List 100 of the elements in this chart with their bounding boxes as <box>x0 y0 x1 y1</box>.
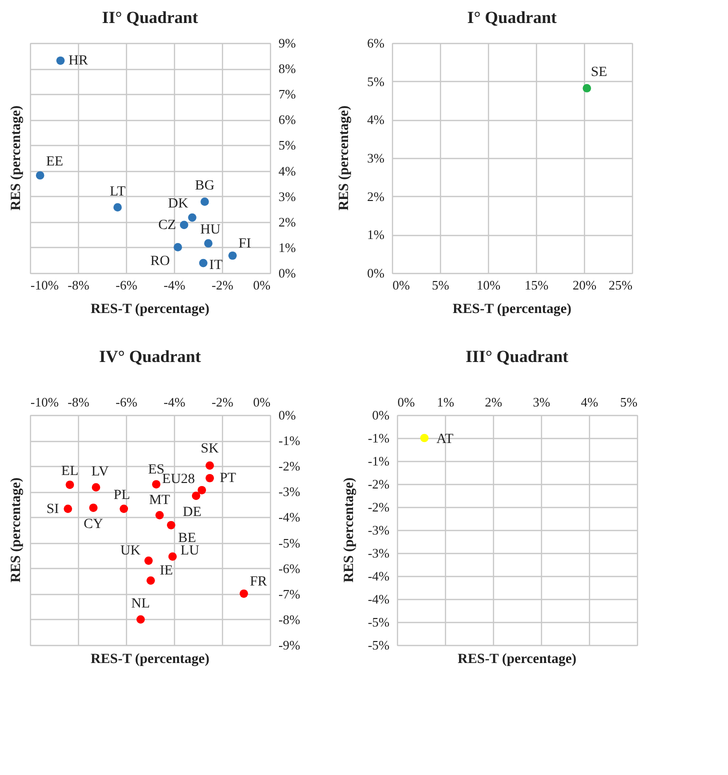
annotation: IT <box>209 258 223 274</box>
y-tick-label: -4% <box>368 568 390 584</box>
x-tick-label: -8% <box>68 394 90 410</box>
x-tick-label: 20% <box>572 278 597 292</box>
annotation: DK <box>168 196 188 212</box>
y-axis-title: RES (percentage) <box>342 477 357 583</box>
x-axis-title: RES-T (percentage) <box>452 302 572 317</box>
annotation: SE <box>590 65 608 80</box>
annotation: CY <box>84 516 104 532</box>
y-tick-label: -3% <box>368 546 390 560</box>
y-axis-title: RES (percentage) <box>9 105 24 211</box>
y-tick-label: 0% <box>372 408 390 422</box>
y-tick-label: 2% <box>367 188 385 204</box>
annotation: SI <box>46 502 60 517</box>
y-tick-label: 5% <box>367 74 385 89</box>
annotation: SK <box>200 442 219 457</box>
y-tick-label: -3% <box>368 522 390 538</box>
x-tick-label: 1% <box>436 394 454 410</box>
x-tick-label: 25% <box>608 278 633 292</box>
y-tick-label: -6% <box>278 560 300 576</box>
y-tick-label: 1% <box>278 240 296 255</box>
y-tick-label: 1% <box>367 227 385 242</box>
x-tick-label: -6% <box>116 278 138 292</box>
chart-title: IV° Quadrant <box>99 347 202 366</box>
x-tick-label: 0% <box>398 394 415 410</box>
annotation: BE <box>178 531 196 546</box>
x-tick-label: 0% <box>253 278 271 292</box>
x-tick-label: 10% <box>476 278 501 292</box>
y-tick-label: -8% <box>278 612 300 627</box>
y-tick-label: -9% <box>278 638 300 652</box>
y-tick-label: -5% <box>278 535 300 550</box>
x-tick-label: -6% <box>116 394 138 410</box>
annotation: RO <box>150 254 170 270</box>
y-tick-label: -5% <box>368 638 390 652</box>
chart-title: II° Quadrant <box>102 8 198 27</box>
y-tick-label: 0% <box>278 266 296 280</box>
x-axis-title: RES-T (percentage) <box>90 652 210 667</box>
x-tick-label: 5% <box>620 394 638 410</box>
y-tick-label: -7% <box>278 586 300 602</box>
y-tick-label: 0% <box>367 266 385 280</box>
chart-title: I° Quadrant <box>467 8 558 27</box>
x-axis-title: RES-T (percentage) <box>90 302 210 317</box>
x-tick-label: -4% <box>164 278 186 292</box>
x-tick-label: 3% <box>532 394 550 410</box>
y-tick-label: 8% <box>278 61 296 76</box>
y-axis-title: RES (percentage) <box>337 105 352 211</box>
y-tick-label: -1% <box>368 454 390 468</box>
y-tick-label: 3% <box>278 188 296 204</box>
annotation: LU <box>180 544 200 559</box>
y-tick-label: 0% <box>278 408 296 422</box>
y-tick-label: 7% <box>278 86 296 102</box>
x-tick-label: -8% <box>68 278 90 292</box>
x-tick-label: 0% <box>392 278 410 292</box>
chart-title: III° Quadrant <box>466 347 569 366</box>
y-tick-label: 3% <box>367 150 385 166</box>
y-tick-label: 5% <box>278 138 296 153</box>
y-axis-title: RES (percentage) <box>9 477 24 583</box>
annotation: HU <box>200 222 220 238</box>
annotation: PL <box>114 488 130 503</box>
y-tick-label: 6% <box>278 112 296 128</box>
annotation: NL <box>131 596 150 612</box>
annotation: PT <box>220 471 237 486</box>
y-tick-label: -2% <box>368 500 390 514</box>
x-tick-label: -10% <box>30 394 59 410</box>
annotation: LT <box>110 184 126 200</box>
y-tick-label: 9% <box>278 36 296 50</box>
annotation: CZ <box>158 218 176 233</box>
x-tick-label: 0% <box>253 394 271 410</box>
annotation: EU28 <box>162 472 195 488</box>
annotation: EE <box>46 154 64 170</box>
x-tick-label: -4% <box>164 394 186 410</box>
y-tick-label: -1% <box>368 430 390 446</box>
y-tick-label: 6% <box>367 36 385 50</box>
annotation: DE <box>182 504 202 520</box>
annotation: FI <box>238 236 252 252</box>
annotation: LV <box>91 464 109 480</box>
y-tick-label: -5% <box>368 614 390 630</box>
annotation: HR <box>68 54 89 69</box>
x-tick-label: 5% <box>432 278 450 292</box>
y-tick-label: -3% <box>278 484 300 500</box>
annotation: BG <box>194 178 214 194</box>
x-tick-label: 4% <box>580 394 598 410</box>
y-tick-label: -1% <box>278 433 300 448</box>
y-tick-label: -4% <box>368 592 390 606</box>
x-tick-label: -2% <box>212 278 234 292</box>
y-tick-label: -4% <box>278 510 300 525</box>
x-tick-label: -10% <box>30 278 59 292</box>
annotation: IE <box>160 564 173 579</box>
y-tick-label: 4% <box>278 163 296 178</box>
y-tick-label: 2% <box>278 214 296 230</box>
x-tick-label: 15% <box>524 278 549 292</box>
y-tick-label: 4% <box>367 112 385 128</box>
x-axis-title: RES-T (percentage) <box>458 652 577 667</box>
annotation: EL <box>61 464 78 479</box>
x-tick-label: -2% <box>212 394 234 410</box>
y-tick-label: -2% <box>368 476 390 492</box>
y-tick-label: -2% <box>278 458 300 474</box>
annotation: MT <box>149 493 171 508</box>
annotation: AT <box>436 432 454 447</box>
annotation: UK <box>120 544 141 559</box>
